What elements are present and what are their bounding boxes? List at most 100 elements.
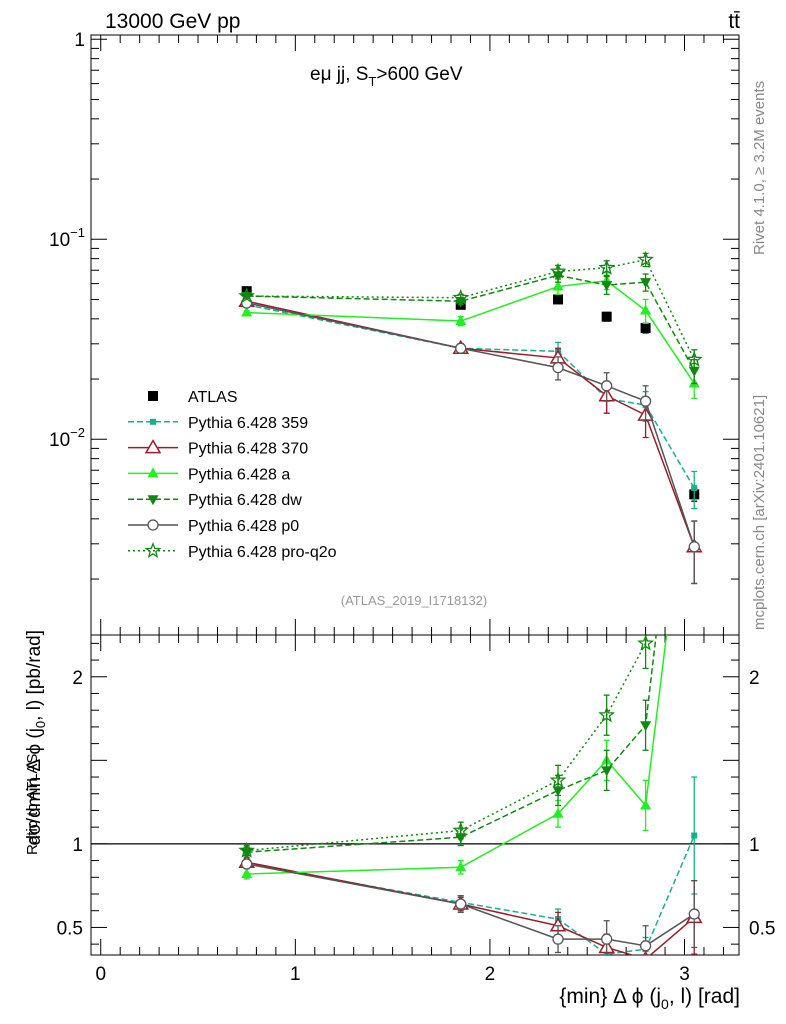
- main-data-point: [640, 304, 652, 315]
- main-data-point: [598, 259, 615, 275]
- analysis-id: (ATLAS_2019_I1718132): [341, 593, 487, 608]
- rivet-label: Rivet 4.1.0, ≥ 3.2M events: [751, 81, 768, 255]
- main-y-tick-exp: −2: [70, 425, 85, 440]
- process-label: tt̄: [728, 10, 740, 33]
- main-y-tick-label: 10−2: [49, 425, 85, 451]
- ratio-series-4: [241, 858, 700, 955]
- main-data-point: [685, 350, 703, 367]
- main-data-point: [640, 322, 651, 333]
- main-ylabel-part1: dσ/dmin Δ ϕ (j: [24, 728, 45, 845]
- main-series-1: [243, 301, 698, 510]
- main-series-6: [238, 250, 703, 372]
- main-data-layer: [238, 250, 703, 585]
- ratio-series-0: [243, 776, 698, 955]
- main-series-line: [246, 258, 695, 360]
- ratio-data-point: [241, 858, 253, 870]
- main-data-point: [241, 306, 253, 317]
- main-series-line: [246, 302, 695, 547]
- main-data-point: [691, 485, 698, 492]
- main-data-point: [601, 311, 612, 322]
- x-tick-label: 1: [290, 964, 301, 985]
- legend-item: Pythia 6.428 a: [128, 466, 290, 483]
- main-ylabel-part3: , l) [pb/rad]: [24, 630, 45, 721]
- ratio-y-tick-label-right: 1: [749, 835, 760, 856]
- main-series-4: [241, 268, 700, 385]
- legend: ATLAS Pythia 6.428 359 Pythia 6.428 370 Pyt…: [128, 389, 337, 561]
- selection-tail: >600 GeV: [376, 64, 462, 85]
- main-data-point: [455, 342, 467, 354]
- legend-item: Pythia 6.428 370: [128, 439, 308, 458]
- ratio-series-group: [238, 219, 703, 955]
- ratio-data-point: [640, 799, 652, 810]
- main-ylabel-part2: 0: [33, 721, 48, 728]
- main-data-point: [549, 262, 567, 279]
- ratio-y-tick-label: 2: [72, 668, 83, 689]
- ratio-y-tick-label-right: 0.5: [749, 918, 775, 939]
- ratio-series-2: [241, 403, 700, 880]
- main-data-point: [552, 362, 564, 374]
- main-data-point: [639, 395, 652, 407]
- main-y-tick-exp: −1: [70, 225, 85, 240]
- legend-marker: [147, 495, 159, 506]
- legend-label: Pythia 6.428 370: [188, 441, 308, 458]
- legend-label: Pythia 6.428 pro-q2o: [188, 544, 337, 561]
- main-series-line: [246, 279, 695, 384]
- main-data-point: [553, 294, 564, 305]
- legend-item: Pythia 6.428 dw: [128, 492, 302, 509]
- ticks-layer: 110−110−20 1 2 30.5 0.51 12 2: [49, 30, 775, 985]
- ratio-series-line: [246, 635, 648, 852]
- main-data-point: [241, 286, 252, 297]
- legend-label: Pythia 6.428 p0: [188, 518, 299, 535]
- main-data-point: [640, 278, 652, 289]
- ratio-data-point: [601, 766, 613, 777]
- ratio-data-layer: [238, 219, 703, 955]
- x-tick-label: 0: [95, 964, 106, 985]
- main-data-point: [238, 287, 255, 304]
- ratio-data-point: [552, 807, 564, 818]
- legend-item: Pythia 6.428 p0: [128, 518, 299, 535]
- xlabel-part2: 0: [661, 996, 669, 1012]
- main-data-point: [552, 280, 564, 291]
- legend-label: Pythia 6.428 dw: [188, 492, 302, 509]
- legend-label: Pythia 6.428 a: [188, 466, 290, 483]
- main-series-group: [238, 250, 703, 585]
- main-y-tick-label: 1: [74, 30, 85, 51]
- ratio-y-tick-label: 0.5: [57, 918, 83, 939]
- energy-label: 13000 GeV pp: [105, 10, 240, 33]
- legend-label: Pythia 6.428 359: [188, 415, 308, 432]
- legend-item: Pythia 6.428 pro-q2o: [128, 542, 337, 561]
- ratio-data-point: [688, 908, 700, 920]
- ratio-data-point: [598, 706, 616, 723]
- ratio-data-point: [689, 305, 700, 315]
- main-data-point: [601, 380, 613, 392]
- ratio-data-point: [689, 403, 700, 413]
- main-data-point: [452, 288, 470, 305]
- main-series-5: [241, 297, 700, 585]
- x-tick-label: 3: [679, 964, 690, 985]
- main-data-point: [601, 281, 613, 292]
- xlabel-part3: , l) [rad]: [669, 985, 740, 1008]
- x-axis-label: {min} Δ ϕ (j0, l) [rad]: [559, 985, 740, 1012]
- ratio-data-point: [452, 821, 470, 838]
- main-data-point: [688, 541, 700, 553]
- main-series-line: [246, 274, 695, 372]
- ratio-data-point: [455, 898, 467, 910]
- ratio-panel-frame: [90, 634, 740, 956]
- selection-main: eμ jj, S: [310, 64, 368, 85]
- ratio-data-point: [238, 841, 255, 858]
- main-y-tick-base: 10: [49, 230, 70, 251]
- mcplots-label: mcplots.cern.ch [arXiv:2401.10621]: [751, 395, 768, 630]
- main-series-line: [246, 300, 695, 548]
- legend-marker: [144, 439, 162, 454]
- main-data-point: [637, 250, 655, 267]
- main-data-point: [688, 366, 700, 377]
- legend-item: ATLAS: [148, 389, 238, 406]
- main-data-point: [455, 315, 467, 326]
- main-series-3: [241, 272, 700, 400]
- ratio-data-point: [688, 219, 701, 232]
- main-ylabel: dσ/dmin Δ ϕ (j0, l) [pb/rad]: [24, 630, 48, 846]
- ratio-data-point: [552, 933, 564, 945]
- main-series-2: [238, 292, 703, 585]
- ratio-data-point: [455, 861, 467, 872]
- ratio-series-3: [241, 305, 700, 859]
